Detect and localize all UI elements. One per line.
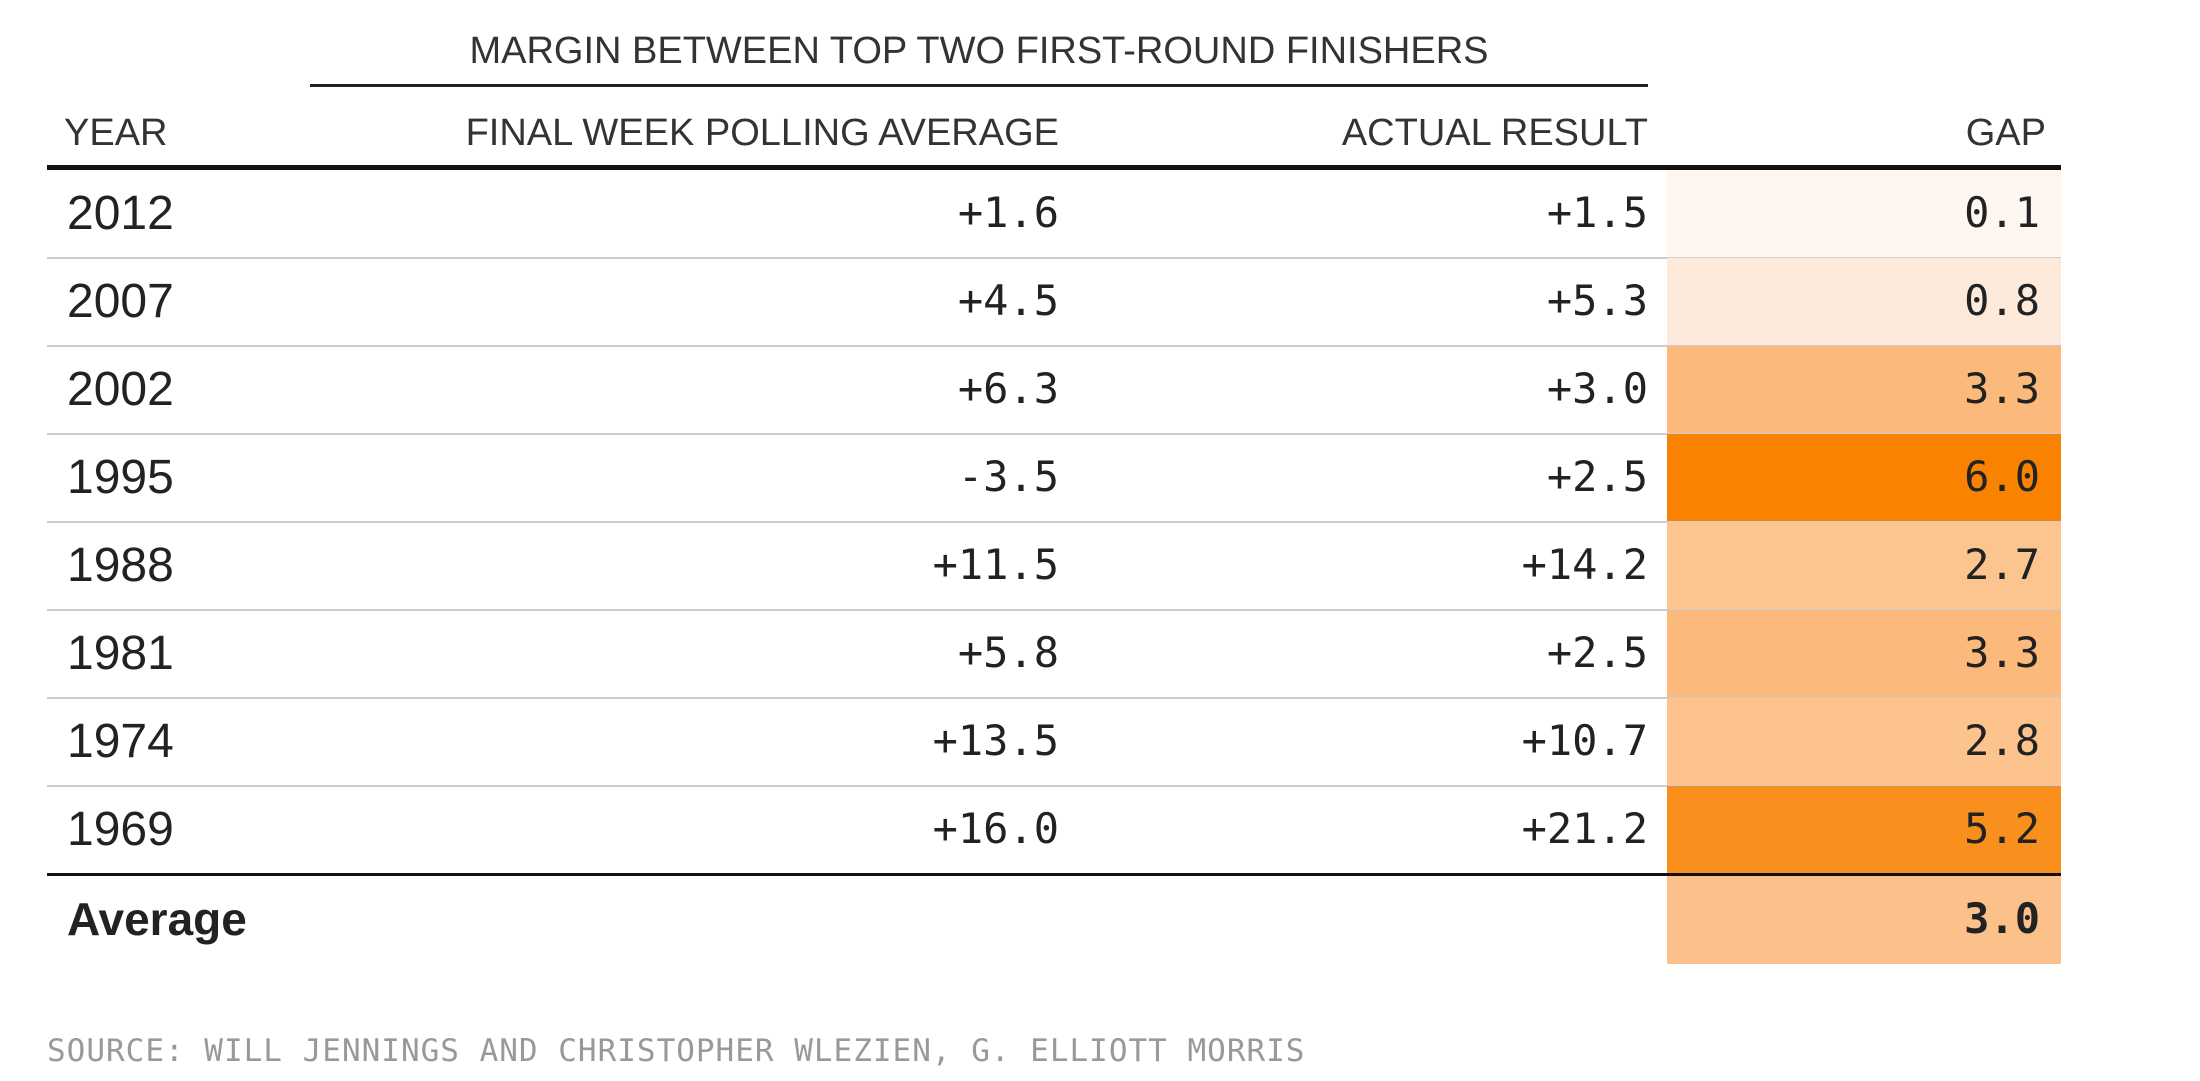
total-rule: [47, 873, 2061, 876]
header-rule: [47, 165, 2061, 170]
number-cell: +4.5: [957, 276, 1059, 325]
column-header: ACTUAL RESULT: [1341, 112, 1648, 154]
number-cell: +2.5: [1546, 628, 1648, 677]
gap-cell: [1667, 522, 2061, 610]
number-cell: +5.8: [957, 628, 1059, 677]
number-cell: +10.7: [1521, 716, 1648, 765]
number-cell: +1.5: [1546, 188, 1648, 237]
group-title: MARGIN BETWEEN TOP TWO FIRST-ROUND FINIS…: [469, 30, 1489, 72]
column-header: GAP: [1965, 112, 2046, 154]
number-cell: 3.3: [1964, 628, 2040, 677]
number-cell: +14.2: [1521, 540, 1648, 589]
row-rule: [47, 697, 2061, 699]
year-cell: 2007: [67, 275, 174, 328]
row-rule: [47, 345, 2061, 347]
gap-cell: [1667, 346, 2061, 434]
row-rule: [47, 257, 2061, 259]
year-cell: 1981: [67, 627, 174, 680]
year-cell: 1988: [67, 539, 174, 592]
year-cell: 2012: [67, 187, 174, 240]
group-rule: [310, 84, 1648, 87]
number-cell: 2.8: [1964, 716, 2040, 765]
row-rule: [47, 609, 2061, 611]
row-rule: [47, 521, 2061, 523]
gap-cell: [1667, 434, 2061, 522]
number-cell: 3.3: [1964, 364, 2040, 413]
number-cell: +3.0: [1546, 364, 1648, 413]
gap-cell: [1667, 170, 2061, 258]
number-cell: +5.3: [1546, 276, 1648, 325]
row-rule: [47, 433, 2061, 435]
average-gap: 3.0: [1964, 894, 2040, 943]
gap-cell: [1667, 610, 2061, 698]
number-cell: +2.5: [1546, 452, 1648, 501]
year-cell: 1969: [67, 803, 174, 856]
gap-cell: [1667, 698, 2061, 786]
number-cell: +21.2: [1521, 804, 1648, 853]
number-cell: 6.0: [1964, 452, 2040, 501]
number-cell: 5.2: [1964, 804, 2040, 853]
number-cell: +1.6: [957, 188, 1059, 237]
year-cell: 1974: [67, 715, 174, 768]
average-gap-cell: [1667, 876, 2061, 964]
number-cell: -3.5: [957, 452, 1059, 501]
number-cell: 2.7: [1964, 540, 2040, 589]
average-label: Average: [67, 893, 247, 945]
gap-cell: [1667, 786, 2061, 874]
column-header: FINAL WEEK POLLING AVERAGE: [465, 112, 1059, 154]
row-rule: [47, 785, 2061, 787]
gap-cell: [1667, 258, 2061, 346]
year-cell: 2002: [67, 363, 174, 416]
column-header: YEAR: [64, 112, 168, 154]
number-cell: +11.5: [932, 540, 1059, 589]
number-cell: +16.0: [932, 804, 1059, 853]
source-note: SOURCE: WILL JENNINGS AND CHRISTOPHER WL…: [47, 1033, 1306, 1069]
number-cell: +13.5: [932, 716, 1059, 765]
number-cell: +6.3: [957, 364, 1059, 413]
year-cell: 1995: [67, 451, 174, 504]
number-cell: 0.8: [1964, 276, 2040, 325]
number-cell: 0.1: [1964, 188, 2040, 237]
